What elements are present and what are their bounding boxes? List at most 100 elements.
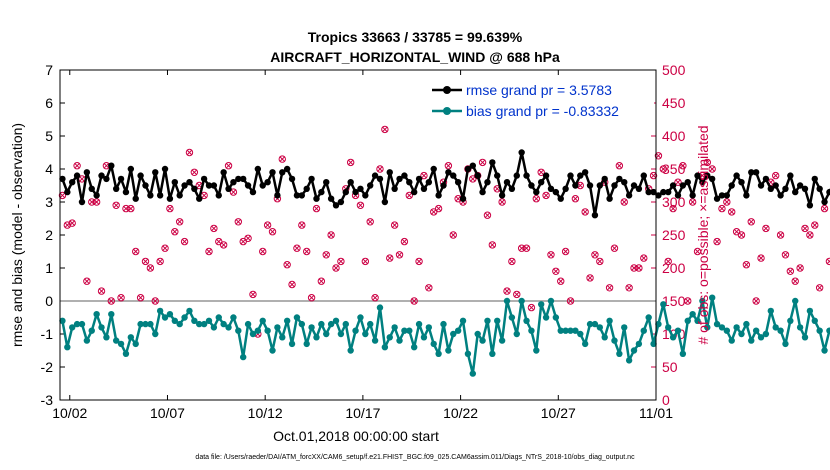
obs-possible-marker: [283, 261, 291, 269]
obs-possible-marker: [806, 231, 814, 239]
rmse-point: [494, 172, 501, 179]
bias-point: [362, 330, 369, 338]
obs-possible-marker: [469, 175, 477, 183]
obs-possible-marker: [752, 297, 760, 305]
obs-possible-marker: [723, 198, 731, 206]
obs-assimilated-marker: [577, 182, 584, 189]
obs-assimilated-marker: [328, 232, 335, 238]
obs-possible-marker: [390, 221, 399, 229]
bias-point: [406, 327, 413, 334]
obs-assimilated-marker: [635, 265, 642, 271]
obs-assimilated-marker: [435, 205, 442, 212]
bias-point: [537, 301, 545, 308]
obs-possible-marker: [508, 257, 516, 266]
bias-point: [762, 330, 770, 338]
rmse-point: [523, 172, 530, 179]
rmse-point: [699, 179, 706, 186]
obs-assimilated-marker: [445, 162, 452, 169]
obs-assimilated-marker: [391, 222, 398, 229]
obs-assimilated-marker: [162, 245, 168, 252]
rmse-point: [288, 175, 296, 183]
rmse-point: [391, 185, 398, 192]
obs-assimilated-marker: [230, 189, 237, 196]
rmse-point: [156, 192, 164, 199]
y-tick-label-left: 4: [45, 161, 53, 177]
bias-point: [88, 327, 95, 334]
rmse-point: [235, 175, 242, 183]
rmse-point: [577, 172, 584, 179]
obs-possible-marker: [298, 221, 306, 229]
obs-assimilated-marker: [401, 238, 408, 245]
bias-point: [376, 304, 384, 311]
bias-point: [122, 350, 130, 357]
y-tick-label-right: 0: [662, 392, 670, 408]
bias-point: [293, 314, 301, 321]
obs-possible-marker: [483, 211, 492, 219]
obs-assimilated-marker: [450, 232, 457, 238]
obs-possible-marker: [171, 228, 179, 236]
rmse-point: [684, 179, 691, 186]
obs-possible-marker: [141, 257, 150, 266]
obs-assimilated-marker: [337, 258, 344, 265]
bias-point: [616, 350, 623, 357]
obs-possible-marker: [776, 231, 785, 239]
rmse-point: [269, 169, 276, 176]
bias-point: [152, 330, 159, 338]
legend: rmse grand pr = 3.5783 bias grand pr = -…: [428, 78, 654, 124]
bias-point: [161, 314, 169, 321]
obs-possible-marker: [610, 244, 619, 252]
rmse-point: [161, 165, 169, 173]
rmse-point: [748, 169, 755, 176]
bias-point: [684, 317, 691, 324]
rmse-point: [796, 182, 804, 189]
obs-assimilated-marker: [377, 166, 383, 172]
rmse-point: [415, 175, 423, 183]
bias-point: [562, 327, 569, 334]
rmse-point: [762, 175, 770, 183]
rmse-point: [249, 188, 257, 196]
y-tick-label-left: 2: [45, 227, 53, 243]
bias-point: [147, 320, 154, 328]
bias-point: [689, 311, 696, 318]
bias-point: [479, 337, 486, 344]
bias-point: [577, 330, 584, 338]
bias-point: [352, 327, 359, 334]
obs-assimilated-marker: [420, 172, 427, 179]
obs-assimilated-marker: [93, 199, 100, 205]
rmse-point: [98, 172, 105, 179]
rmse-point: [611, 182, 618, 189]
bias-point: [425, 324, 433, 331]
bias-point: [371, 337, 379, 344]
bias-point: [655, 320, 662, 328]
rmse-point: [171, 179, 179, 186]
bias-point: [596, 324, 604, 331]
bias-point: [357, 314, 364, 321]
obs-possible-marker: [449, 231, 457, 239]
bias-point: [518, 297, 525, 305]
bias-point: [679, 350, 687, 357]
obs-possible-marker: [649, 171, 658, 180]
bias-point: [469, 370, 477, 377]
obs-assimilated-marker: [675, 179, 681, 186]
obs-count-markers: [58, 125, 830, 338]
obs-possible-marker: [732, 228, 741, 236]
rmse-point: [318, 188, 325, 196]
bias-point: [752, 327, 760, 334]
bias-point: [533, 347, 540, 354]
obs-assimilated-marker: [250, 291, 256, 298]
bias-point: [640, 327, 647, 334]
rmse-point: [464, 165, 472, 173]
x-tick-label: 10/07: [150, 405, 185, 421]
rmse-point: [547, 185, 555, 192]
obs-assimilated-marker: [684, 298, 691, 304]
obs-possible-marker: [708, 165, 716, 173]
obs-possible-marker: [571, 195, 580, 203]
obs-assimilated-marker: [782, 251, 789, 258]
obs-assimilated-marker: [543, 192, 550, 199]
obs-possible-marker: [713, 237, 721, 246]
rmse-point: [239, 175, 247, 183]
obs-assimilated-marker: [206, 248, 212, 255]
bias-point: [498, 337, 506, 344]
rmse-series: [59, 149, 830, 219]
